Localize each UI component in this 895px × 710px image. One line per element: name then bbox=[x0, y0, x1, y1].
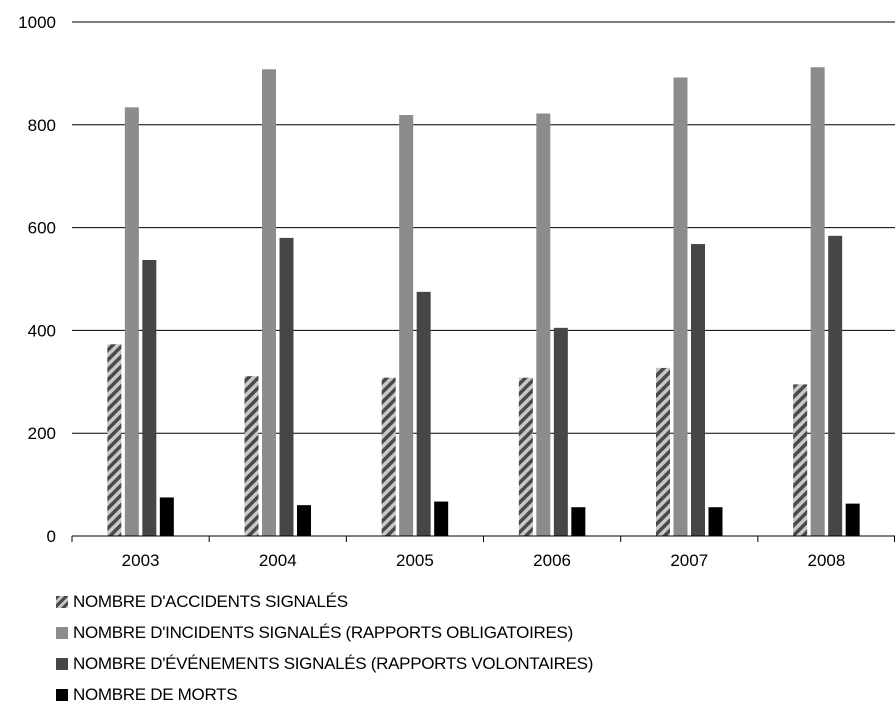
x-tick-label-2004: 2004 bbox=[259, 551, 297, 570]
bar-morts-2004 bbox=[297, 505, 311, 536]
y-tick-label-400: 400 bbox=[28, 321, 56, 340]
legend-swatch-evenements bbox=[56, 657, 68, 670]
bar-incidents-2005 bbox=[399, 115, 414, 536]
bar-accidents-2008 bbox=[793, 384, 808, 536]
y-tick-label-0: 0 bbox=[47, 527, 56, 546]
bar-morts-2007 bbox=[708, 507, 723, 536]
x-tick-label-2003: 2003 bbox=[122, 551, 160, 570]
bar-accidents-2004 bbox=[244, 376, 259, 536]
x-axis: 2003 2004 2005 2006 2007 2008 bbox=[71, 535, 895, 570]
legend-item-accidents: NOMBRE D'ACCIDENTS SIGNALÉS bbox=[56, 586, 593, 617]
legend-item-evenements: NOMBRE D'ÉVÉNEMENTS SIGNALÉS (RAPPORTS V… bbox=[56, 648, 593, 679]
legend-label-incidents: NOMBRE D'INCIDENTS SIGNALÉS (RAPPORTS OB… bbox=[73, 622, 573, 642]
bar-incidents-2004 bbox=[262, 69, 276, 537]
x-tick-label-2008: 2008 bbox=[808, 551, 846, 570]
x-tick-label-2007: 2007 bbox=[670, 551, 708, 570]
legend-label-evenements: NOMBRE D'ÉVÉNEMENTS SIGNALÉS (RAPPORTS V… bbox=[73, 653, 594, 673]
bar-evenements-2006 bbox=[553, 327, 568, 536]
y-tick-label-600: 600 bbox=[28, 219, 56, 238]
legend-label-accidents: NOMBRE D'ACCIDENTS SIGNALÉS bbox=[73, 591, 348, 611]
bar-incidents-2006 bbox=[536, 113, 551, 536]
bar-morts-2005 bbox=[434, 501, 449, 536]
bar-incidents-2007 bbox=[673, 77, 688, 537]
bar-incidents-2003 bbox=[124, 107, 139, 536]
legend-swatch-morts bbox=[56, 688, 68, 701]
bar-morts-2008 bbox=[845, 503, 860, 536]
bar-incidents-2008 bbox=[810, 67, 825, 537]
bar-evenements-2008 bbox=[828, 235, 843, 536]
bar-evenements-2004 bbox=[279, 237, 294, 536]
y-tick-label-800: 800 bbox=[28, 116, 56, 135]
bar-morts-2003 bbox=[159, 497, 174, 536]
bar-accidents-2007 bbox=[656, 367, 670, 536]
x-tick-label-2005: 2005 bbox=[396, 551, 434, 570]
legend: NOMBRE D'ACCIDENTS SIGNALÉS NOMBRE D'INC… bbox=[56, 586, 593, 710]
bar-evenements-2003 bbox=[142, 259, 157, 536]
legend-item-incidents: NOMBRE D'INCIDENTS SIGNALÉS (RAPPORTS OB… bbox=[56, 617, 593, 648]
legend-swatch-accidents bbox=[56, 595, 68, 608]
bar-accidents-2003 bbox=[107, 344, 122, 536]
x-tick-label-2006: 2006 bbox=[533, 551, 571, 570]
gridlines bbox=[72, 21, 895, 434]
y-tick-label-200: 200 bbox=[28, 424, 56, 443]
legend-label-morts: NOMBRE DE MORTS bbox=[73, 684, 238, 704]
y-axis-tick-labels: 0 200 400 600 800 1000 bbox=[18, 13, 56, 546]
bar-evenements-2005 bbox=[416, 291, 431, 536]
bar-evenements-2007 bbox=[691, 244, 705, 536]
bars bbox=[107, 67, 860, 537]
legend-swatch-incidents bbox=[56, 626, 68, 639]
y-tick-label-1000: 1000 bbox=[18, 13, 56, 32]
bar-accidents-2006 bbox=[518, 377, 533, 536]
bar-morts-2006 bbox=[571, 507, 586, 536]
legend-item-morts: NOMBRE DE MORTS bbox=[56, 679, 593, 710]
bar-accidents-2005 bbox=[381, 377, 396, 536]
